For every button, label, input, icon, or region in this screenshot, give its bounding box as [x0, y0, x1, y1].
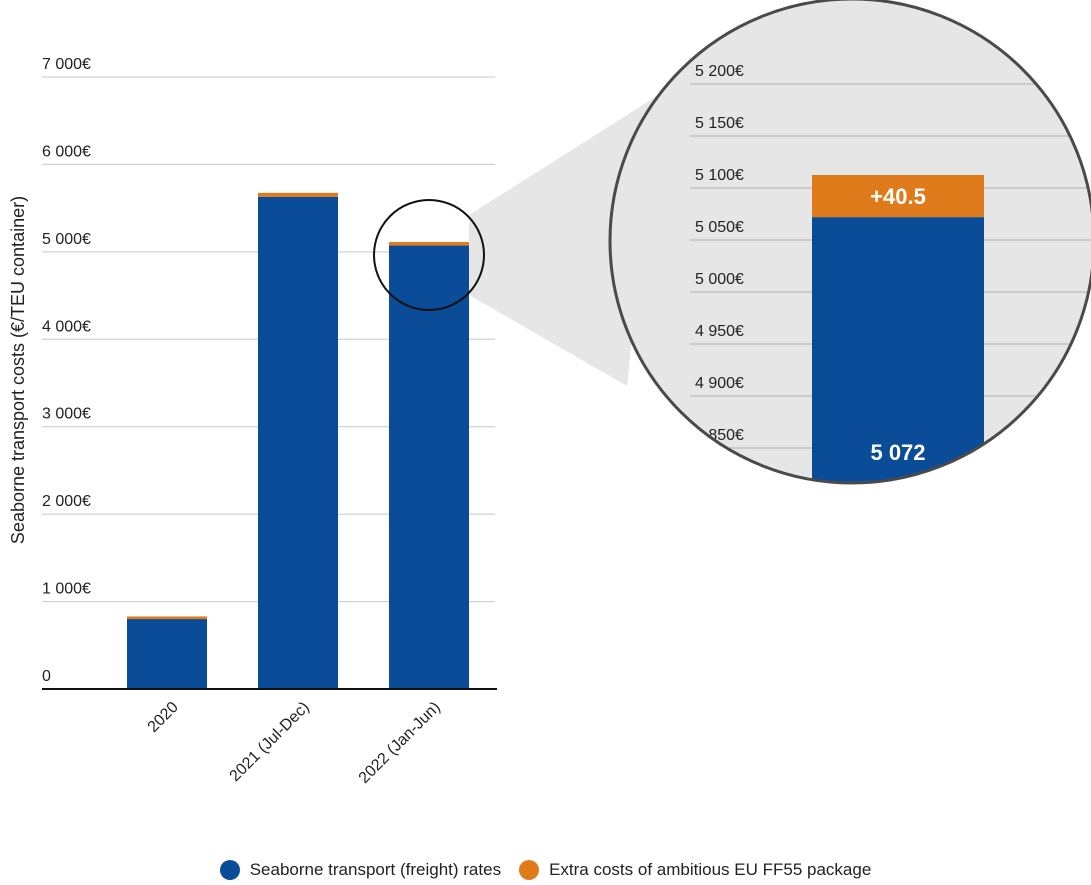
zoom-y-tick-label: 5 100€ — [695, 167, 744, 184]
legend: Seaborne transport (freight) rates Extra… — [0, 860, 1091, 880]
zoom-lens-content: 4 850€4 900€4 950€5 000€5 050€5 100€5 15… — [690, 63, 1091, 483]
zoom-lens-border — [608, 0, 1091, 485]
zoom-y-tick-label: 5 000€ — [695, 271, 744, 288]
y-tick-label: 1 000€ — [42, 581, 91, 598]
zoom-freight-value-label: 5 072 — [870, 440, 925, 465]
main-bars — [127, 192, 469, 689]
zoom-marker-circle — [373, 199, 485, 311]
zoom-y-tick-label: 5 200€ — [695, 63, 744, 80]
zoom-extra-value-label: +40.5 — [870, 184, 926, 209]
bar-freight — [127, 619, 207, 689]
bar-freight — [258, 196, 338, 689]
bar-extra — [258, 192, 338, 197]
zoom-y-tick-label: 5 050€ — [695, 219, 744, 236]
y-axis-label: Seaborne transport costs (€/TEU containe… — [8, 196, 28, 544]
category-label: 2021 (Jul-Dec) — [227, 699, 313, 785]
y-tick-label: 2 000€ — [42, 493, 91, 510]
legend-item-freight: Seaborne transport (freight) rates — [219, 860, 502, 880]
legend-item-extra: Extra costs of ambitious EU FF55 package — [519, 860, 871, 880]
category-label: 2022 (Jan-Jun) — [356, 699, 444, 787]
legend-swatch-extra — [519, 860, 540, 880]
zoom-bar-extra — [812, 175, 984, 218]
legend-label-extra: Extra costs of ambitious EU FF55 package — [549, 860, 872, 879]
y-tick-label: 5 000€ — [42, 231, 91, 248]
y-tick-label: 7 000€ — [42, 56, 91, 73]
zoom-cone — [469, 96, 657, 386]
zoom-bar-freight — [812, 217, 984, 483]
legend-swatch-freight — [219, 860, 240, 880]
y-tick-label: 4 000€ — [42, 318, 91, 335]
zoom-lens: 4 850€4 900€4 950€5 000€5 050€5 100€5 15… — [608, 0, 1091, 485]
bar-freight — [389, 245, 469, 689]
zoom-y-tick-label: 4 950€ — [695, 323, 744, 340]
zoom-y-tick-label: 4 900€ — [695, 375, 744, 392]
zoom-y-tick-label: 5 150€ — [695, 115, 744, 132]
y-tick-label: 0 — [42, 668, 51, 685]
legend-label-freight: Seaborne transport (freight) rates — [249, 860, 502, 879]
bar-extra — [389, 242, 469, 246]
y-tick-label: 3 000€ — [42, 406, 91, 423]
y-tick-label: 6 000€ — [42, 143, 91, 160]
main-y-tick-labels: 0 1 000€ 2 000€ 3 000€ 4 000€ 5 000€ 6 000€ 7 0… — [42, 56, 91, 685]
bar-extra — [127, 616, 207, 620]
category-labels: 2020 2021 (Jul-Dec) 2022 (Jan-Jun) — [145, 699, 444, 787]
category-label: 2020 — [145, 699, 182, 736]
